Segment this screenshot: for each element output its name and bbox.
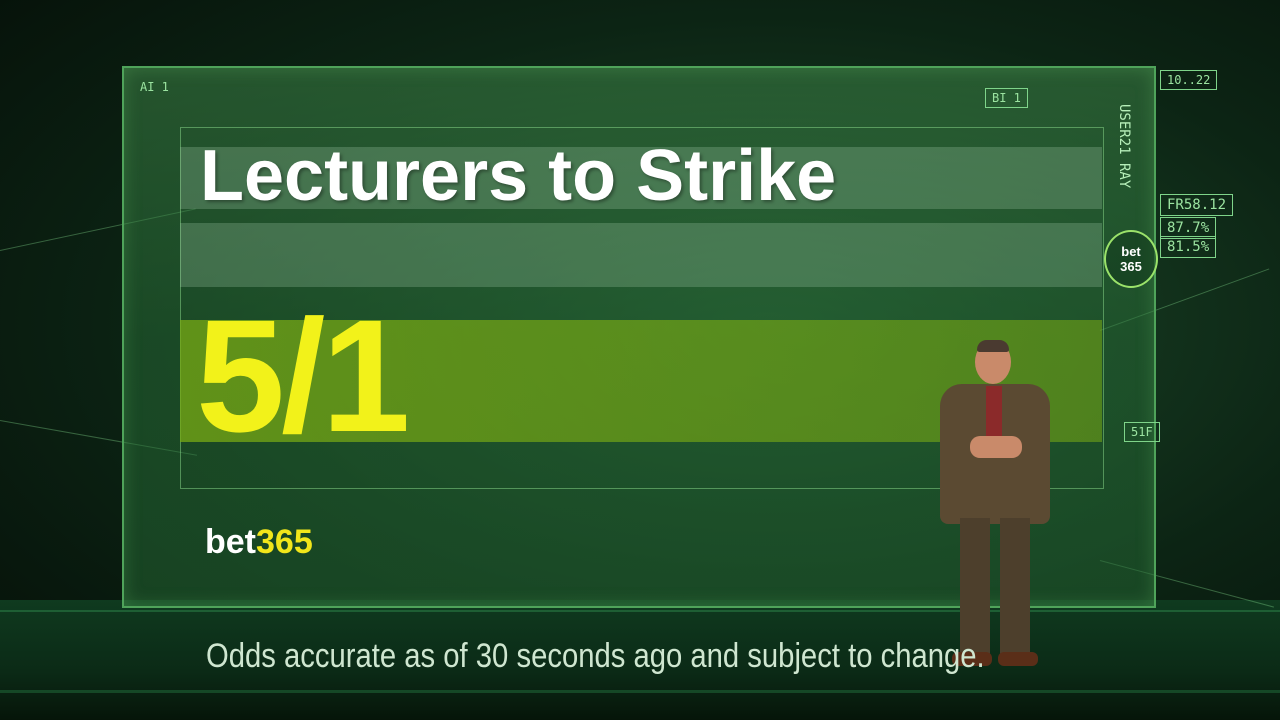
stage-floor — [0, 600, 1280, 720]
presenter-leg — [1000, 518, 1030, 658]
headline: Lecturers to Strike — [200, 136, 837, 216]
hud-inner-frame — [180, 127, 1104, 489]
presenter-shirt — [986, 386, 1002, 446]
presenter — [930, 340, 1060, 670]
hud-percent-2: 81.5% — [1160, 236, 1217, 258]
hud-label-51f: 51F — [1124, 422, 1160, 442]
hud-label-bi: BI 1 — [985, 88, 1028, 108]
bet365-logo: bet365 — [205, 522, 313, 562]
presenter-leg — [960, 518, 990, 658]
presenter-hands — [970, 436, 1022, 458]
side-bet365-badge: bet 365 — [1104, 230, 1158, 288]
badge-line-2: 365 — [1120, 259, 1142, 274]
floor-line — [0, 690, 1280, 693]
floor-line — [0, 610, 1280, 612]
badge-line-1: bet — [1121, 244, 1141, 259]
presenter-hair — [977, 340, 1009, 352]
presenter-shoe — [998, 652, 1038, 666]
logo-part-365: 365 — [256, 523, 313, 561]
logo-part-bet: bet — [205, 523, 256, 561]
hud-label-ai: AI 1 — [140, 80, 169, 94]
presenter-shoe — [952, 652, 992, 666]
odds-disclaimer: Odds accurate as of 30 seconds ago and s… — [206, 637, 985, 675]
hud-percent-1: 87.7% — [1160, 217, 1217, 239]
hud-fr-value: FR58.12 — [1160, 194, 1234, 216]
hud-time: 10..22 — [1160, 70, 1218, 90]
headline-band — [180, 147, 1102, 209]
hud-user-label: USER21 RAY — [1116, 104, 1132, 189]
headline-band — [180, 223, 1102, 287]
odds-value: 5/1 — [196, 286, 410, 465]
